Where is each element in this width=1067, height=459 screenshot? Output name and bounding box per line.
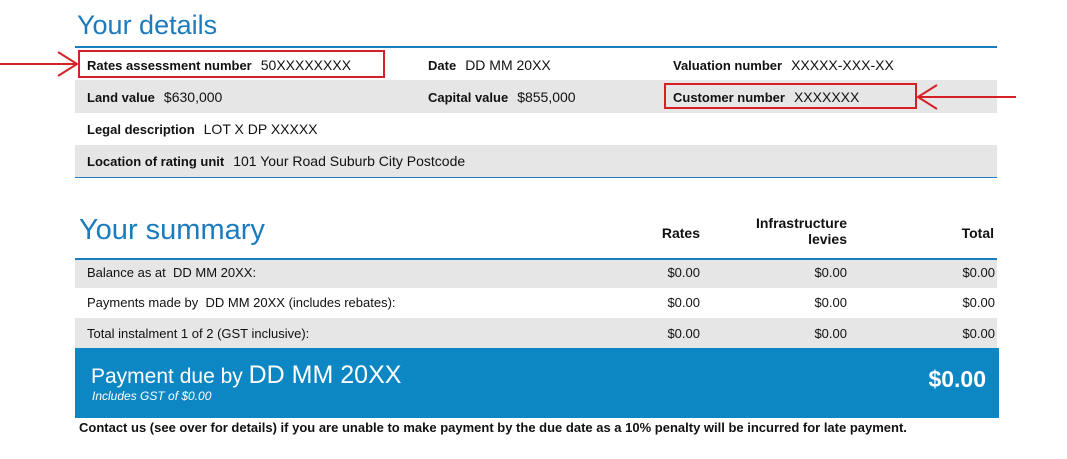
field-value: DD MM 20XX xyxy=(465,57,551,73)
row-label: Total instalment 1 of 2 (GST inclusive): xyxy=(87,326,310,341)
rule xyxy=(75,46,997,48)
row xyxy=(75,145,997,177)
field-value: LOT X DP XXXXX xyxy=(203,121,318,137)
details-title: Your details xyxy=(77,10,218,40)
rule xyxy=(75,177,997,178)
highlight-box xyxy=(664,83,917,109)
amount: $0.00 xyxy=(667,326,700,341)
footer-note: Contact us (see over for details) if you… xyxy=(79,420,907,435)
payment-label-text: Payment due by xyxy=(91,365,243,388)
arrow xyxy=(916,84,1016,110)
field-label: Customer number xyxy=(673,90,785,105)
field-label: Land value xyxy=(87,90,155,105)
amount: $0.00 xyxy=(962,295,995,310)
row xyxy=(75,318,997,348)
column-header: Rates xyxy=(661,225,700,241)
field: Valuation number XXXXX-XXX-XX xyxy=(673,57,894,75)
column-header: Infrastructure levies xyxy=(755,215,847,247)
field: Location of rating unit 101 Your Road Sub… xyxy=(87,153,465,171)
field-value: 50XXXXXXXX xyxy=(260,57,352,73)
row-label: Balance as at DD MM 20XX: xyxy=(87,265,257,280)
field-value: $855,000 xyxy=(517,89,576,105)
row xyxy=(75,260,997,288)
amount: $0.00 xyxy=(667,295,700,310)
row-label: Payments made by DD MM 20XX (includes re… xyxy=(87,295,396,310)
field-value: $630,000 xyxy=(163,89,223,105)
amount: $0.00 xyxy=(814,326,847,341)
rule xyxy=(75,258,997,260)
payment-date: DD MM 20XX xyxy=(248,361,402,389)
payment-note: Includes GST of $0.00 xyxy=(92,389,212,403)
field-label: Rates assessment number xyxy=(87,58,252,73)
field: Legal description LOT X DP XXXXX xyxy=(87,121,318,139)
amount: $0.00 xyxy=(962,265,995,280)
field: Customer number XXXXXXX xyxy=(673,89,859,107)
column-header: Total xyxy=(961,225,994,241)
field-label: Date xyxy=(428,58,457,73)
payment-band xyxy=(75,348,999,418)
field: Land value $630,000 xyxy=(87,89,222,107)
amount: $0.00 xyxy=(962,326,995,341)
field-value: XXXXX-XXX-XX xyxy=(791,57,894,73)
payment-amount: $0.00 xyxy=(928,366,986,392)
field: Rates assessment number 50XXXXXXXX xyxy=(87,57,351,75)
field-value: 101 Your Road Suburb City Postcode xyxy=(233,153,466,169)
highlight-box xyxy=(78,50,385,78)
summary-title: Your summary xyxy=(79,214,265,246)
field: Date DD MM 20XX xyxy=(428,57,551,75)
field: Capital value $855,000 xyxy=(428,89,576,107)
amount: $0.00 xyxy=(667,265,700,280)
field-value: XXXXXXX xyxy=(793,89,860,105)
amount: $0.00 xyxy=(814,265,847,280)
field-label: Location of rating unit xyxy=(87,154,225,169)
payment-label: Payment due by DD MM 20XX xyxy=(91,361,401,390)
field-label: Legal description xyxy=(87,122,195,137)
field-label: Capital value xyxy=(428,90,509,105)
arrow xyxy=(0,51,79,77)
field-label: Valuation number xyxy=(673,58,783,73)
amount: $0.00 xyxy=(814,295,847,310)
